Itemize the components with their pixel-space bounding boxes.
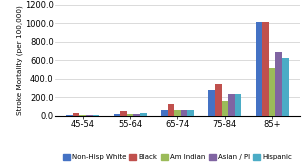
Bar (275, 52, 282, 116)
Bar (235, 94, 241, 116)
Bar (140, 114, 147, 116)
Bar (114, 114, 120, 116)
Bar (168, 104, 174, 116)
Bar (222, 101, 228, 115)
Y-axis label: Stroke Mortality (per 100,000): Stroke Mortality (per 100,000) (17, 5, 24, 115)
Bar (86, 115, 93, 116)
Bar (127, 114, 133, 116)
Bar (282, 58, 289, 116)
Bar (133, 114, 140, 116)
Bar (215, 84, 222, 116)
Bar (120, 111, 127, 115)
Bar (228, 94, 235, 116)
Legend: Non-Hisp White, Black, Am Indian, Asian / PI, Hispanic: Non-Hisp White, Black, Am Indian, Asian … (63, 154, 292, 160)
Bar (269, 68, 275, 115)
Bar (161, 110, 168, 115)
Bar (80, 115, 86, 116)
Bar (187, 110, 194, 115)
Bar (256, 21, 262, 116)
Bar (174, 110, 181, 115)
Bar (208, 90, 215, 116)
Bar (73, 113, 80, 116)
Bar (181, 110, 187, 116)
Bar (262, 21, 269, 116)
